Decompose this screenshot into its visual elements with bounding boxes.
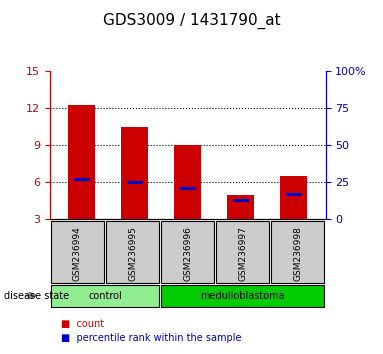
Bar	[233, 199, 249, 202]
Bar	[286, 193, 302, 196]
FancyBboxPatch shape	[216, 221, 269, 283]
Bar	[180, 187, 196, 190]
Text: ■  count: ■ count	[61, 319, 105, 329]
FancyBboxPatch shape	[51, 221, 104, 283]
FancyBboxPatch shape	[51, 285, 159, 307]
Bar	[174, 145, 201, 219]
Text: control: control	[88, 291, 122, 301]
FancyBboxPatch shape	[161, 221, 214, 283]
Bar	[127, 181, 142, 184]
FancyBboxPatch shape	[161, 285, 324, 307]
Text: disease state: disease state	[4, 291, 69, 301]
Bar	[121, 127, 148, 219]
Text: ■  percentile rank within the sample: ■ percentile rank within the sample	[61, 333, 242, 343]
Text: GSM236997: GSM236997	[238, 226, 247, 281]
Bar	[74, 178, 90, 181]
Bar	[68, 105, 95, 219]
Text: GSM236998: GSM236998	[293, 226, 303, 281]
Bar	[280, 176, 307, 219]
Text: GSM236995: GSM236995	[128, 226, 137, 281]
Bar	[228, 195, 254, 219]
Text: GSM236994: GSM236994	[73, 226, 82, 281]
Text: GDS3009 / 1431790_at: GDS3009 / 1431790_at	[103, 12, 280, 29]
FancyBboxPatch shape	[272, 221, 324, 283]
FancyBboxPatch shape	[106, 221, 159, 283]
Text: GSM236996: GSM236996	[183, 226, 192, 281]
Text: medulloblastoma: medulloblastoma	[201, 291, 285, 301]
